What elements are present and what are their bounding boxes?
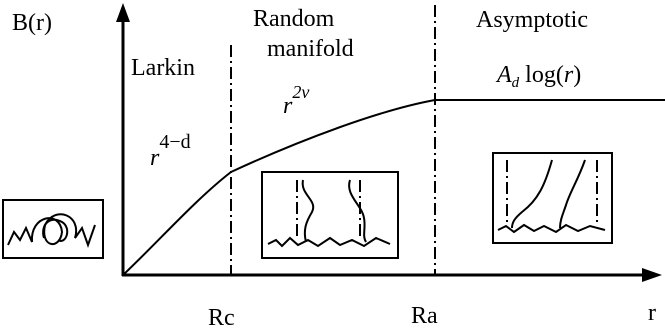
inset-asymptotic [492,152,613,244]
formula-sub: d [512,75,520,91]
formula-arg: r [564,62,574,88]
x-arrow [642,268,662,282]
inset-larkin [2,199,104,259]
formula-sup: 2ν [292,82,309,102]
inset-random [261,171,399,259]
formula-base: r [150,145,160,171]
formula: Ad log(r) [495,62,581,91]
region-title: Random [253,6,335,32]
region-title: manifold [267,36,354,62]
formula: r2ν [283,82,309,119]
formula-sup: 4−d [159,131,190,153]
region-title: Asymptotic [476,7,588,33]
formula-coef: A [495,62,512,88]
formula-fn: log( [525,62,564,88]
curve [122,99,665,276]
formula-close: ) [573,62,581,88]
formula: r4−d [150,131,191,171]
formula-base: r [283,93,293,119]
x-label: r [648,300,656,326]
region-title: Larkin [131,55,195,81]
rc-label: Rc [208,305,235,330]
ra-label: Ra [411,303,438,329]
y-arrow [116,3,130,22]
y-label: B(r) [12,10,52,36]
